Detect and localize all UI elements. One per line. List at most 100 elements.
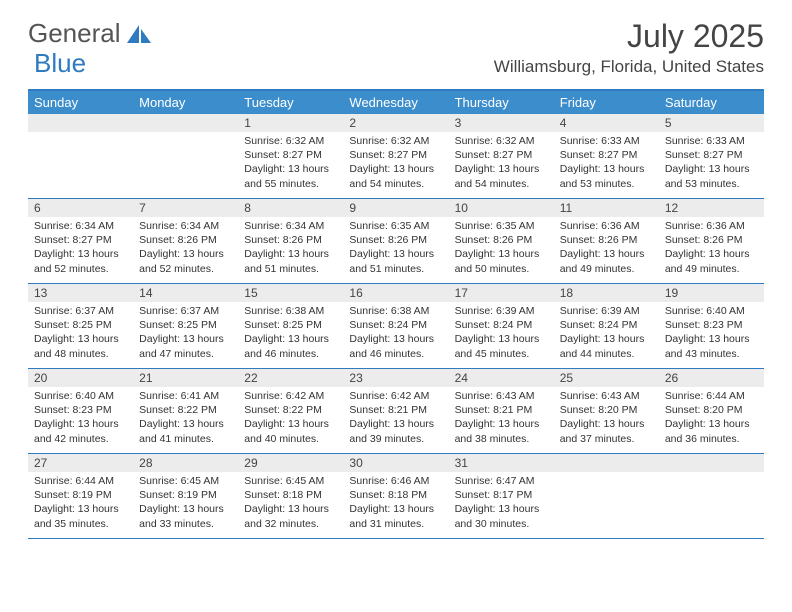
cell-body <box>554 472 659 478</box>
brand-logo: General <box>28 18 153 49</box>
header: General July 2025 Williamsburg, Florida,… <box>28 18 764 77</box>
cell-body: Sunrise: 6:38 AMSunset: 8:25 PMDaylight:… <box>238 302 343 365</box>
day-number: 19 <box>659 284 764 302</box>
day-number: 5 <box>659 114 764 132</box>
cell-body: Sunrise: 6:43 AMSunset: 8:21 PMDaylight:… <box>449 387 554 450</box>
calendar-cell: 16Sunrise: 6:38 AMSunset: 8:24 PMDayligh… <box>343 284 448 368</box>
cell-body: Sunrise: 6:43 AMSunset: 8:20 PMDaylight:… <box>554 387 659 450</box>
day-number: 11 <box>554 199 659 217</box>
month-title: July 2025 <box>494 18 764 55</box>
calendar-cell: 1Sunrise: 6:32 AMSunset: 8:27 PMDaylight… <box>238 114 343 198</box>
day-header: Wednesday <box>343 91 448 114</box>
cell-body: Sunrise: 6:47 AMSunset: 8:17 PMDaylight:… <box>449 472 554 535</box>
calendar-cell: 7Sunrise: 6:34 AMSunset: 8:26 PMDaylight… <box>133 199 238 283</box>
calendar-cell: 8Sunrise: 6:34 AMSunset: 8:26 PMDaylight… <box>238 199 343 283</box>
calendar: SundayMondayTuesdayWednesdayThursdayFrid… <box>28 89 764 539</box>
calendar-cell: 24Sunrise: 6:43 AMSunset: 8:21 PMDayligh… <box>449 369 554 453</box>
cell-body: Sunrise: 6:34 AMSunset: 8:26 PMDaylight:… <box>238 217 343 280</box>
cell-body: Sunrise: 6:32 AMSunset: 8:27 PMDaylight:… <box>343 132 448 195</box>
day-number: 27 <box>28 454 133 472</box>
day-header: Sunday <box>28 91 133 114</box>
calendar-cell: 23Sunrise: 6:42 AMSunset: 8:21 PMDayligh… <box>343 369 448 453</box>
week-row: 13Sunrise: 6:37 AMSunset: 8:25 PMDayligh… <box>28 284 764 369</box>
day-number <box>28 114 133 132</box>
cell-body: Sunrise: 6:34 AMSunset: 8:26 PMDaylight:… <box>133 217 238 280</box>
day-number: 15 <box>238 284 343 302</box>
cell-body <box>133 132 238 138</box>
calendar-cell: 28Sunrise: 6:45 AMSunset: 8:19 PMDayligh… <box>133 454 238 538</box>
day-number: 28 <box>133 454 238 472</box>
cell-body: Sunrise: 6:36 AMSunset: 8:26 PMDaylight:… <box>659 217 764 280</box>
day-number: 22 <box>238 369 343 387</box>
calendar-cell: 14Sunrise: 6:37 AMSunset: 8:25 PMDayligh… <box>133 284 238 368</box>
calendar-cell: 12Sunrise: 6:36 AMSunset: 8:26 PMDayligh… <box>659 199 764 283</box>
calendar-cell: 17Sunrise: 6:39 AMSunset: 8:24 PMDayligh… <box>449 284 554 368</box>
calendar-cell: 21Sunrise: 6:41 AMSunset: 8:22 PMDayligh… <box>133 369 238 453</box>
calendar-cell: 31Sunrise: 6:47 AMSunset: 8:17 PMDayligh… <box>449 454 554 538</box>
calendar-cell <box>133 114 238 198</box>
weeks-container: 1Sunrise: 6:32 AMSunset: 8:27 PMDaylight… <box>28 114 764 539</box>
cell-body: Sunrise: 6:42 AMSunset: 8:22 PMDaylight:… <box>238 387 343 450</box>
day-header: Monday <box>133 91 238 114</box>
cell-body: Sunrise: 6:38 AMSunset: 8:24 PMDaylight:… <box>343 302 448 365</box>
day-number: 4 <box>554 114 659 132</box>
cell-body: Sunrise: 6:46 AMSunset: 8:18 PMDaylight:… <box>343 472 448 535</box>
cell-body: Sunrise: 6:34 AMSunset: 8:27 PMDaylight:… <box>28 217 133 280</box>
cell-body: Sunrise: 6:32 AMSunset: 8:27 PMDaylight:… <box>449 132 554 195</box>
cell-body <box>28 132 133 138</box>
calendar-cell: 19Sunrise: 6:40 AMSunset: 8:23 PMDayligh… <box>659 284 764 368</box>
calendar-cell: 15Sunrise: 6:38 AMSunset: 8:25 PMDayligh… <box>238 284 343 368</box>
calendar-cell: 27Sunrise: 6:44 AMSunset: 8:19 PMDayligh… <box>28 454 133 538</box>
day-number: 8 <box>238 199 343 217</box>
day-number: 1 <box>238 114 343 132</box>
week-row: 20Sunrise: 6:40 AMSunset: 8:23 PMDayligh… <box>28 369 764 454</box>
day-number: 2 <box>343 114 448 132</box>
calendar-cell: 13Sunrise: 6:37 AMSunset: 8:25 PMDayligh… <box>28 284 133 368</box>
day-number: 29 <box>238 454 343 472</box>
calendar-cell: 18Sunrise: 6:39 AMSunset: 8:24 PMDayligh… <box>554 284 659 368</box>
calendar-cell <box>28 114 133 198</box>
day-number: 21 <box>133 369 238 387</box>
cell-body: Sunrise: 6:35 AMSunset: 8:26 PMDaylight:… <box>449 217 554 280</box>
cell-body: Sunrise: 6:44 AMSunset: 8:20 PMDaylight:… <box>659 387 764 450</box>
day-header: Friday <box>554 91 659 114</box>
calendar-cell <box>659 454 764 538</box>
cell-body: Sunrise: 6:35 AMSunset: 8:26 PMDaylight:… <box>343 217 448 280</box>
sail-icon <box>125 23 153 45</box>
calendar-cell: 5Sunrise: 6:33 AMSunset: 8:27 PMDaylight… <box>659 114 764 198</box>
cell-body: Sunrise: 6:33 AMSunset: 8:27 PMDaylight:… <box>659 132 764 195</box>
cell-body: Sunrise: 6:41 AMSunset: 8:22 PMDaylight:… <box>133 387 238 450</box>
cell-body: Sunrise: 6:37 AMSunset: 8:25 PMDaylight:… <box>133 302 238 365</box>
calendar-cell <box>554 454 659 538</box>
cell-body: Sunrise: 6:40 AMSunset: 8:23 PMDaylight:… <box>659 302 764 365</box>
day-number <box>554 454 659 472</box>
cell-body: Sunrise: 6:44 AMSunset: 8:19 PMDaylight:… <box>28 472 133 535</box>
cell-body: Sunrise: 6:36 AMSunset: 8:26 PMDaylight:… <box>554 217 659 280</box>
week-row: 6Sunrise: 6:34 AMSunset: 8:27 PMDaylight… <box>28 199 764 284</box>
cell-body: Sunrise: 6:39 AMSunset: 8:24 PMDaylight:… <box>449 302 554 365</box>
cell-body: Sunrise: 6:37 AMSunset: 8:25 PMDaylight:… <box>28 302 133 365</box>
calendar-cell: 20Sunrise: 6:40 AMSunset: 8:23 PMDayligh… <box>28 369 133 453</box>
day-number: 23 <box>343 369 448 387</box>
calendar-cell: 3Sunrise: 6:32 AMSunset: 8:27 PMDaylight… <box>449 114 554 198</box>
day-number: 12 <box>659 199 764 217</box>
brand-part1: General <box>28 18 121 49</box>
calendar-cell: 6Sunrise: 6:34 AMSunset: 8:27 PMDaylight… <box>28 199 133 283</box>
cell-body: Sunrise: 6:40 AMSunset: 8:23 PMDaylight:… <box>28 387 133 450</box>
day-header-row: SundayMondayTuesdayWednesdayThursdayFrid… <box>28 91 764 114</box>
calendar-cell: 25Sunrise: 6:43 AMSunset: 8:20 PMDayligh… <box>554 369 659 453</box>
calendar-cell: 10Sunrise: 6:35 AMSunset: 8:26 PMDayligh… <box>449 199 554 283</box>
brand-part2: Blue <box>34 48 86 79</box>
day-number <box>133 114 238 132</box>
calendar-cell: 29Sunrise: 6:45 AMSunset: 8:18 PMDayligh… <box>238 454 343 538</box>
cell-body <box>659 472 764 478</box>
day-number: 24 <box>449 369 554 387</box>
day-number: 30 <box>343 454 448 472</box>
day-number: 18 <box>554 284 659 302</box>
week-row: 1Sunrise: 6:32 AMSunset: 8:27 PMDaylight… <box>28 114 764 199</box>
day-number: 9 <box>343 199 448 217</box>
day-header: Tuesday <box>238 91 343 114</box>
calendar-cell: 26Sunrise: 6:44 AMSunset: 8:20 PMDayligh… <box>659 369 764 453</box>
calendar-cell: 11Sunrise: 6:36 AMSunset: 8:26 PMDayligh… <box>554 199 659 283</box>
day-number: 17 <box>449 284 554 302</box>
